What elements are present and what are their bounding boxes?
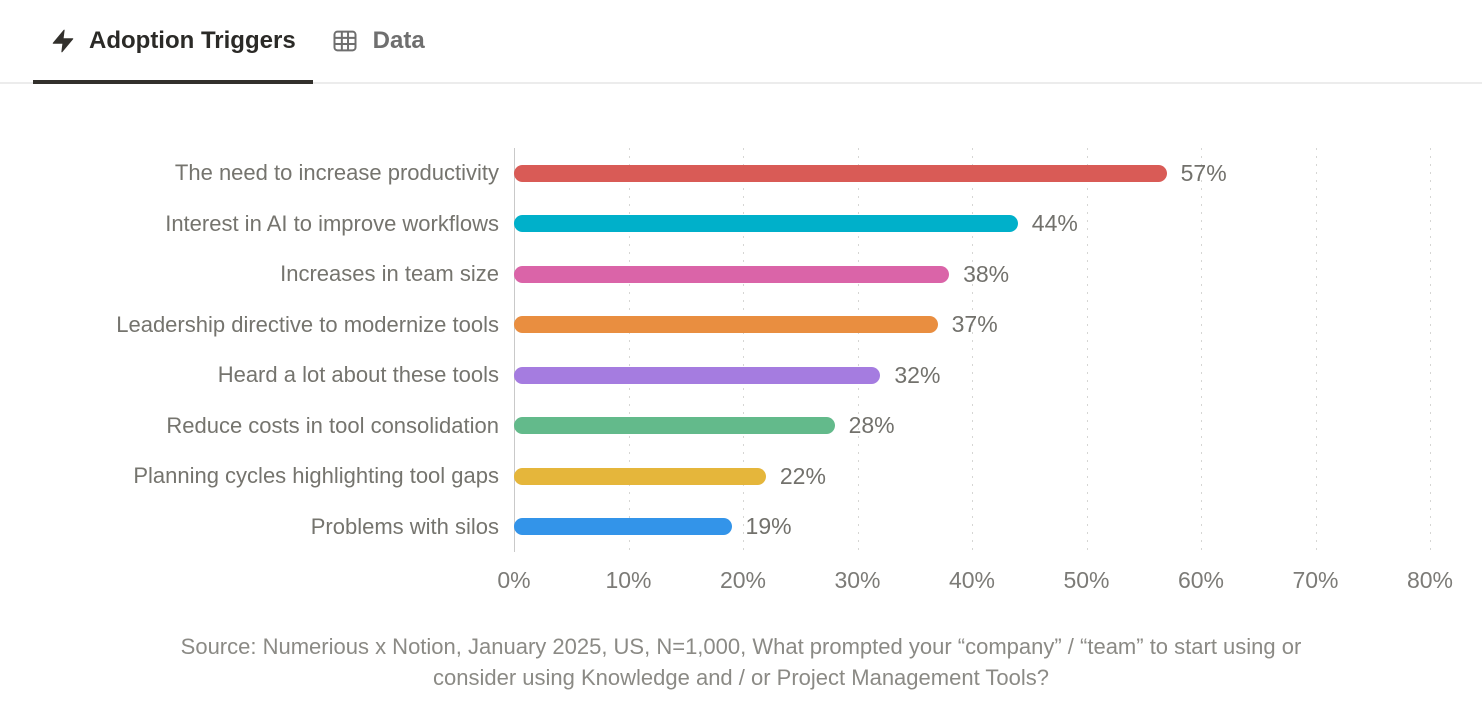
x-tick-label: 40%: [948, 567, 996, 593]
category-label: The need to increase productivity: [174, 160, 499, 186]
grid-line: [1430, 148, 1431, 552]
x-tick-label: 10%: [605, 567, 652, 593]
bar[interactable]: [514, 366, 881, 384]
tab-label: Adoption Triggers: [89, 27, 296, 54]
x-tick-label: 80%: [1406, 567, 1454, 593]
bar-value-label: 44%: [1031, 210, 1078, 237]
bars: 57% 44% 38% 37% 32% 28% 22% 19%: [514, 148, 1430, 552]
grid-line: [1086, 148, 1088, 552]
category-axis: The need to increase productivity Interes…: [0, 148, 514, 552]
grid-line: [628, 148, 630, 552]
grid-line: [972, 148, 973, 552]
tab-label: Data: [372, 27, 425, 54]
x-tick-label: 0%: [497, 567, 531, 593]
x-tick-label: 50%: [1063, 567, 1110, 593]
grid-line: [1201, 148, 1202, 552]
x-axis: 0% 10% 20% 30% 40% 50% 60% 70% 80%: [497, 567, 1453, 599]
plot-area: 57% 44% 38% 37% 32% 28% 22% 19%: [514, 148, 1431, 552]
y-axis-line: [514, 148, 515, 552]
source-note: Source: Numerious x Notion, January 2025…: [180, 634, 1302, 690]
table-icon: [330, 27, 360, 55]
tab-bar: Adoption Triggers Data: [0, 0, 1482, 84]
bar-row: 38%: [514, 249, 1430, 300]
bar[interactable]: [514, 467, 766, 485]
bar-row: 44%: [514, 199, 1430, 250]
tab-adoption-triggers[interactable]: Adoption Triggers: [33, 2, 313, 84]
bar-value-label: 57%: [1180, 159, 1227, 186]
bar-row: 57%: [514, 148, 1430, 199]
category-label: Increases in team size: [280, 261, 499, 287]
grid-line: [743, 148, 744, 552]
bar-row: 28%: [514, 401, 1430, 452]
bar-value-label: 19%: [745, 513, 792, 540]
bar[interactable]: [514, 316, 938, 334]
bar-row: 37%: [514, 300, 1430, 351]
category-label: Planning cycles highlighting tool gaps: [133, 463, 499, 489]
bar-row: 22%: [514, 451, 1430, 502]
bar-value-label: 22%: [779, 462, 826, 489]
category-label: Leadership directive to modernize tools: [116, 311, 499, 337]
bar[interactable]: [514, 164, 1167, 182]
bar-value-label: 32%: [894, 361, 941, 388]
x-tick-label: 20%: [719, 567, 767, 593]
bar-row: 19%: [514, 502, 1430, 553]
bar[interactable]: [514, 265, 950, 283]
lightning-icon: [50, 28, 76, 54]
category-label: Heard a lot about these tools: [217, 362, 499, 388]
category-label: Reduce costs in tool consolidation: [166, 412, 499, 438]
grid-line: [857, 148, 859, 552]
x-tick-label: 60%: [1177, 567, 1225, 593]
x-tick-label: 70%: [1292, 567, 1339, 593]
bar-value-label: 38%: [963, 260, 1010, 287]
bar-value-label: 28%: [848, 412, 895, 439]
bar[interactable]: [514, 215, 1018, 233]
x-tick-label: 30%: [834, 567, 881, 593]
category-label: Problems with silos: [310, 513, 499, 539]
bar-row: 32%: [514, 350, 1430, 401]
bar[interactable]: [514, 518, 732, 536]
grid-line: [1315, 148, 1317, 552]
bar-chart: The need to increase productivity Interes…: [0, 148, 1482, 552]
bar[interactable]: [514, 417, 835, 435]
tab-data[interactable]: Data: [313, 2, 442, 84]
category-label: Interest in AI to improve workflows: [165, 210, 499, 236]
bar-value-label: 37%: [951, 311, 998, 338]
